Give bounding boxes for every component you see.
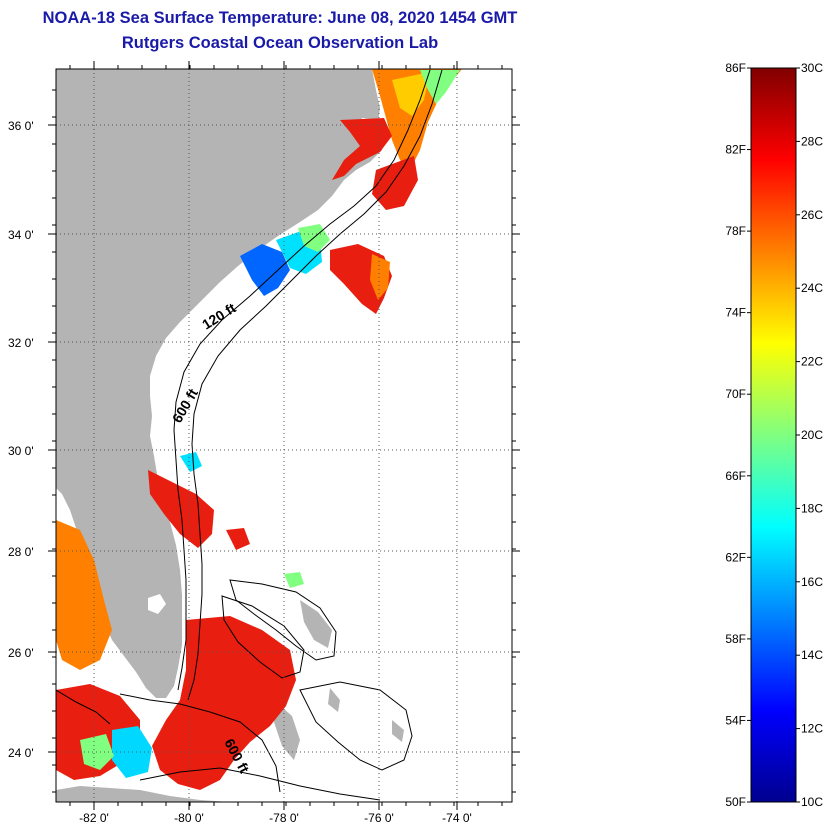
bahamas-island xyxy=(328,688,340,712)
contour-bahamas-outer xyxy=(221,595,305,679)
lat-label: 34 0' xyxy=(8,228,34,242)
grid-lines xyxy=(56,69,512,802)
colorbar-celsius-label: 22C xyxy=(801,355,823,369)
colorbar-fahrenheit-label: 66F xyxy=(725,469,746,483)
colorbar-fahrenheit-label: 78F xyxy=(725,224,746,238)
contour-florida-keys xyxy=(119,693,281,793)
lat-label: 36 0' xyxy=(8,119,34,133)
lat-label: 32 0' xyxy=(8,336,34,350)
colorbar-fahrenheit-label: 58F xyxy=(725,632,746,646)
lat-label: 28 0' xyxy=(8,545,34,559)
contour-600ft xyxy=(187,69,443,701)
lon-label: -82 0' xyxy=(79,811,109,825)
colorbar-celsius-label: 20C xyxy=(801,428,823,442)
lon-label: -76 0' xyxy=(364,811,394,825)
colorbar-fahrenheit-label: 50F xyxy=(725,795,746,809)
cuba-land xyxy=(56,786,230,802)
colorbar-fahrenheit-label: 74F xyxy=(725,306,746,320)
colorbar-celsius-label: 14C xyxy=(801,648,823,662)
contour-cuba xyxy=(139,767,381,801)
bahamas-island xyxy=(392,720,404,742)
colorbar-celsius-label: 30C xyxy=(801,61,823,75)
map-title: NOAA-18 Sea Surface Temperature: June 08… xyxy=(42,9,518,27)
colorbar-fahrenheit-label: 86F xyxy=(725,61,746,75)
bahamas-island xyxy=(274,702,300,760)
colorbar-celsius-label: 28C xyxy=(801,134,823,148)
lake-okeechobee xyxy=(148,594,166,614)
contour-bahamas xyxy=(229,579,337,661)
colorbar-celsius-label: 16C xyxy=(801,575,823,589)
colorbar-celsius-label: 24C xyxy=(801,281,823,295)
sst-data-layer xyxy=(56,69,462,790)
axis-ticks xyxy=(48,61,520,810)
colorbar-fahrenheit-label: 54F xyxy=(725,713,746,727)
lat-label: 30 0' xyxy=(8,444,34,458)
colorbar-celsius-label: 10C xyxy=(801,795,823,809)
contour-gulf xyxy=(56,689,111,725)
colorbar-celsius-label: 12C xyxy=(801,722,823,736)
lat-label: 24 0' xyxy=(8,746,34,760)
colorbar-fahrenheit-label: 62F xyxy=(725,550,746,564)
lat-label: 26 0' xyxy=(8,646,34,660)
lon-label: -80 0' xyxy=(174,811,204,825)
colorbar-fahrenheit-label: 82F xyxy=(725,143,746,157)
lon-label: -74 0' xyxy=(442,811,472,825)
colorbar-celsius-label: 18C xyxy=(801,501,823,515)
map-subtitle: Rutgers Coastal Ocean Observation Lab xyxy=(121,34,439,52)
bahamas-island xyxy=(300,600,332,648)
lon-label: -78 0' xyxy=(269,811,299,825)
contour-south xyxy=(299,681,413,771)
colorbar-celsius-label: 26C xyxy=(801,208,823,222)
colorbar-fahrenheit-label: 70F xyxy=(725,387,746,401)
colorbar-gradient xyxy=(750,67,797,803)
land-mass xyxy=(56,69,386,698)
